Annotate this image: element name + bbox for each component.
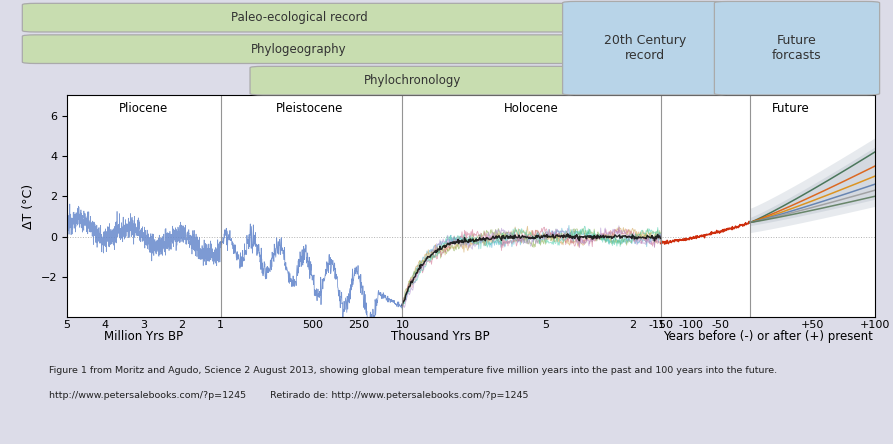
Text: Phylogeography: Phylogeography xyxy=(251,43,347,56)
Text: 1: 1 xyxy=(217,320,224,330)
Text: Paleo-ecological record: Paleo-ecological record xyxy=(230,11,368,24)
Text: +50: +50 xyxy=(801,320,824,330)
FancyBboxPatch shape xyxy=(250,66,576,95)
Text: Figure 1 from Moritz and Agudo, Science 2 August 2013, showing global mean tempe: Figure 1 from Moritz and Agudo, Science … xyxy=(49,366,777,375)
FancyBboxPatch shape xyxy=(714,1,880,95)
FancyBboxPatch shape xyxy=(22,35,576,63)
Text: Phylochronology: Phylochronology xyxy=(364,74,462,87)
Text: Years before (-) or after (+) present: Years before (-) or after (+) present xyxy=(663,330,873,343)
Text: 10: 10 xyxy=(396,320,409,330)
Text: Holocene: Holocene xyxy=(505,102,559,115)
Text: -150: -150 xyxy=(648,320,673,330)
Text: Future
forcasts: Future forcasts xyxy=(772,34,822,62)
Text: -100: -100 xyxy=(678,320,703,330)
Text: Pliocene: Pliocene xyxy=(119,102,169,115)
Text: 20th Century
record: 20th Century record xyxy=(604,34,687,62)
Text: +100: +100 xyxy=(860,320,890,330)
Text: 4: 4 xyxy=(102,320,109,330)
Text: Future: Future xyxy=(772,102,809,115)
FancyBboxPatch shape xyxy=(22,4,576,32)
Text: http://www.petersalebooks.com/?p=1245        Retirado de: http://www.petersalebo: http://www.petersalebooks.com/?p=1245 Re… xyxy=(49,391,529,400)
Text: Thousand Yrs BP: Thousand Yrs BP xyxy=(391,330,490,343)
Text: -50: -50 xyxy=(711,320,730,330)
Text: Million Yrs BP: Million Yrs BP xyxy=(104,330,183,343)
Text: 2: 2 xyxy=(179,320,186,330)
Text: 2: 2 xyxy=(629,320,636,330)
Text: 250: 250 xyxy=(347,320,369,330)
Text: 500: 500 xyxy=(302,320,323,330)
Text: 3: 3 xyxy=(140,320,147,330)
Text: Pleistocene: Pleistocene xyxy=(276,102,343,115)
Y-axis label: ΔT (°C): ΔT (°C) xyxy=(22,184,35,229)
Text: 5: 5 xyxy=(543,320,549,330)
Text: 1: 1 xyxy=(657,320,664,330)
Text: 5: 5 xyxy=(63,320,71,330)
FancyBboxPatch shape xyxy=(563,1,728,95)
